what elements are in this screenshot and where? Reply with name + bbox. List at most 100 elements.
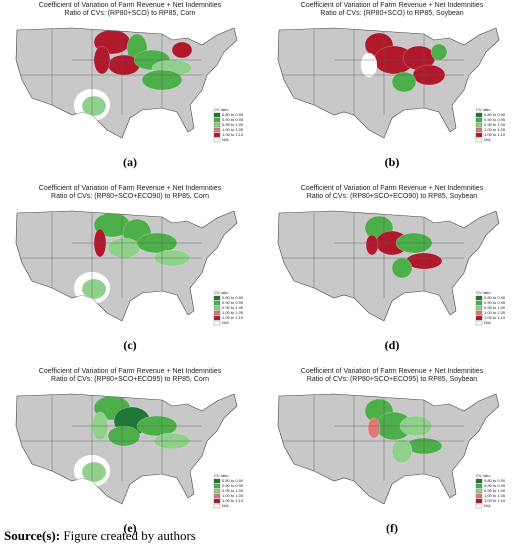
map-panel: Coefficient of Variation of Farm Revenue… (277, 2, 506, 169)
legend-title: CV ratio (476, 473, 491, 478)
legend-swatch (475, 117, 483, 123)
legend-swatch (475, 478, 483, 484)
legend-swatch (475, 498, 483, 504)
legend-label: N/A (222, 503, 229, 508)
legend-title: CV ratio (214, 290, 229, 295)
panel-title: Coefficient of Variation of Farm Revenue… (39, 368, 222, 375)
region (367, 417, 381, 439)
panel-subtitle: Ratio of CVs: (RP80+SCO+ECO90) to RP85, … (307, 193, 478, 200)
legend-swatch (475, 488, 483, 494)
legend-title: CV ratio (476, 107, 491, 112)
legend-label: 0.90 to 0.95 (484, 300, 506, 305)
legend-swatch (475, 112, 483, 118)
us-map (277, 27, 500, 139)
legend-swatch (475, 122, 483, 128)
legend-swatch (213, 315, 221, 321)
region (360, 52, 378, 78)
panel-subtitle: Ratio of CVs: (RP80+SCO) to RP85, Corn (65, 10, 196, 17)
source-text: Figure created by authors (63, 528, 195, 543)
legend-label: 0.90 to 0.95 (484, 117, 506, 122)
legend-label: 0.90 to 0.95 (222, 300, 244, 305)
legend-label: 1.00 to 1.05 (222, 310, 244, 315)
county-fill (279, 394, 464, 481)
legend-label: 0.95 to 1.00 (484, 488, 506, 493)
legend-label: 0.80 to 0.90 (484, 295, 506, 300)
legend-swatch (475, 483, 483, 489)
legend-swatch (213, 478, 221, 484)
map-panel: Coefficient of Variation of Farm Revenue… (277, 368, 506, 535)
legend-swatch (475, 320, 483, 326)
legend-label: 0.95 to 1.00 (484, 305, 506, 310)
legend-label: 0.95 to 1.00 (484, 122, 506, 127)
us-map (15, 27, 238, 139)
legend-label: 0.95 to 1.00 (222, 122, 244, 127)
panel-caption: (a) (123, 155, 137, 169)
legend-swatch (475, 310, 483, 316)
legend-title: CV ratio (476, 290, 491, 295)
map-panel: Coefficient of Variation of Farm Revenue… (15, 185, 244, 352)
legend-label: 1.05 to 1.10 (484, 315, 506, 320)
us-map (277, 210, 500, 322)
legend-swatch (475, 300, 483, 306)
panel-subtitle: Ratio of CVs: (RP80+SCO) to RP85, Soybea… (320, 10, 463, 17)
legend-swatch (213, 295, 221, 301)
panel-caption: (c) (123, 338, 136, 352)
panel-caption: (f) (386, 521, 398, 535)
legend-label: 1.05 to 1.10 (484, 132, 506, 137)
region (365, 234, 379, 256)
legend-swatch (475, 503, 483, 509)
legend-swatch (213, 320, 221, 326)
panel-subtitle: Ratio of CVs: (RP80+SCO+ECO90) to RP85, … (51, 193, 209, 200)
panel-subtitle: Ratio of CVs: (RP80+SCO+ECO95) to RP85, … (307, 376, 478, 383)
legend-label: 0.80 to 0.90 (484, 478, 506, 483)
legend-swatch (475, 137, 483, 143)
legend-label: 0.90 to 0.95 (222, 483, 244, 488)
region (81, 278, 107, 300)
legend-swatch (213, 305, 221, 311)
map-panel: Coefficient of Variation of Farm Revenue… (277, 185, 506, 352)
source: Source(s): Figure created by authors (4, 528, 196, 543)
legend-swatch (475, 127, 483, 133)
us-map (15, 393, 238, 505)
legend-swatch (213, 300, 221, 306)
panel-caption: (b) (385, 155, 400, 169)
legend-label: 1.05 to 1.10 (484, 498, 506, 503)
county-fill (279, 211, 464, 298)
legend-swatch (213, 137, 221, 143)
region (391, 71, 417, 93)
panel-caption: (d) (385, 338, 400, 352)
legend-swatch (213, 483, 221, 489)
county-fill (279, 28, 464, 115)
legend-swatch (213, 310, 221, 316)
region (391, 257, 413, 279)
region (107, 425, 141, 447)
legend-label: N/A (484, 320, 491, 325)
legend-swatch (213, 132, 221, 138)
legend-swatch (213, 498, 221, 504)
legend-label: 0.80 to 0.90 (484, 112, 506, 117)
region (81, 95, 107, 117)
legend-label: N/A (222, 137, 229, 142)
legend-swatch (475, 132, 483, 138)
region (171, 41, 193, 59)
source-label: Source(s): (4, 528, 60, 543)
legend-label: N/A (222, 320, 229, 325)
county-fill (17, 211, 202, 305)
panel-caption: (e) (123, 521, 136, 535)
legend-label: 1.05 to 1.10 (222, 498, 244, 503)
legend-swatch (213, 112, 221, 118)
region (107, 237, 141, 259)
legend-label: 0.90 to 0.95 (484, 483, 506, 488)
legend-label: 1.00 to 1.05 (484, 127, 506, 132)
us-map (15, 210, 238, 322)
legend-label: 1.00 to 1.05 (222, 127, 244, 132)
legend-label: 1.00 to 1.05 (484, 310, 506, 315)
panel-title: Coefficient of Variation of Farm Revenue… (39, 185, 222, 192)
panel-title: Coefficient of Variation of Farm Revenue… (301, 2, 484, 9)
